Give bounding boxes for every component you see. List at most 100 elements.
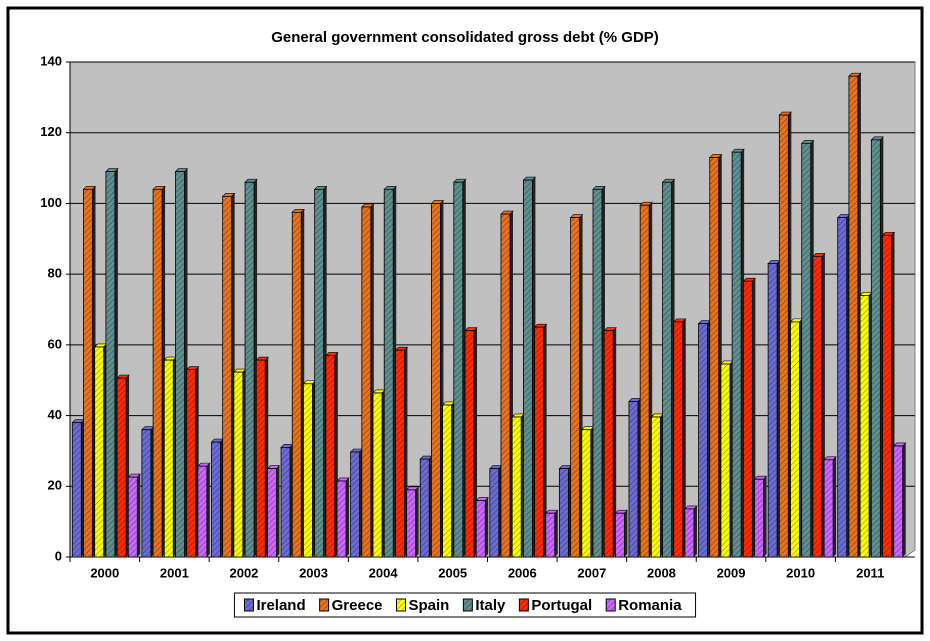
bar-hatch — [592, 189, 602, 558]
x-tick-label: 2001 — [160, 565, 189, 580]
bar-hatch — [117, 378, 127, 557]
bar-hatch — [128, 477, 138, 557]
legend-label: Portugal — [531, 597, 592, 614]
bar-hatch — [175, 171, 185, 557]
bar-hatch — [153, 189, 163, 558]
bar-hatch — [534, 327, 544, 557]
bar-hatch — [604, 330, 614, 557]
bar-hatch — [314, 189, 324, 558]
bar-hatch — [442, 404, 452, 557]
bar-side — [415, 486, 419, 557]
bar-hatch — [790, 321, 800, 557]
bar-side — [276, 465, 280, 557]
bar-hatch — [628, 401, 638, 557]
bar-hatch — [361, 206, 371, 557]
legend-box — [233, 592, 697, 618]
bar-hatch — [768, 263, 778, 557]
bar-hatch — [186, 369, 196, 557]
bar-hatch — [453, 182, 463, 557]
bar-hatch — [465, 330, 475, 557]
x-tick-label: 2003 — [299, 565, 328, 580]
bar-hatch — [893, 445, 903, 557]
bar-side — [543, 324, 547, 557]
y-tick-label: 40 — [48, 407, 62, 422]
bar-hatch — [709, 157, 719, 557]
y-tick-label: 120 — [40, 124, 62, 139]
bar-hatch — [384, 189, 394, 558]
x-tick-label: 2000 — [90, 565, 119, 580]
bar-hatch — [222, 196, 232, 557]
bar-hatch — [141, 429, 151, 557]
bar-hatch — [801, 143, 811, 558]
bar-side — [554, 510, 558, 557]
bar-hatch — [256, 360, 266, 557]
bar-hatch — [720, 363, 730, 557]
bar-hatch — [581, 429, 591, 557]
legend-swatch-hatch — [519, 599, 529, 611]
bar-hatch — [337, 480, 347, 557]
x-tick-label: 2002 — [229, 565, 258, 580]
bar-hatch — [860, 295, 870, 557]
bar-side — [137, 474, 141, 557]
legend-swatch-hatch — [396, 599, 406, 611]
bar-hatch — [489, 468, 499, 557]
bar-hatch — [292, 212, 302, 557]
y-tick-label: 60 — [48, 336, 62, 351]
bar-hatch — [105, 171, 115, 557]
x-tick-label: 2004 — [369, 565, 399, 580]
bar-hatch — [245, 182, 255, 557]
legend-swatch-hatch — [606, 599, 616, 611]
bar-hatch — [197, 466, 207, 557]
bar-hatch — [406, 489, 416, 557]
y-tick-label: 20 — [48, 478, 62, 493]
bar-hatch — [211, 442, 221, 557]
bar-hatch — [72, 422, 82, 557]
bar-hatch — [837, 217, 847, 558]
bar-hatch — [640, 205, 650, 558]
bar-side — [902, 442, 906, 557]
bar-side — [833, 456, 837, 557]
legend-swatch-hatch — [244, 599, 254, 611]
chart-title: General government consolidated gross de… — [271, 29, 659, 46]
x-tick-label: 2007 — [577, 565, 606, 580]
bar-hatch — [812, 256, 822, 557]
legend-label: Italy — [475, 597, 506, 614]
bar-side — [206, 463, 210, 557]
bar-hatch — [267, 468, 277, 557]
bar-hatch — [615, 513, 625, 557]
bar-hatch — [523, 180, 533, 558]
x-tick-label: 2011 — [856, 565, 884, 580]
bar-hatch — [545, 513, 555, 557]
y-tick-label: 0 — [55, 548, 62, 563]
bar-hatch — [662, 182, 672, 557]
legend-label: Ireland — [256, 597, 305, 614]
x-tick-label: 2010 — [786, 565, 815, 580]
bar-hatch — [350, 451, 360, 557]
bar-side — [763, 476, 767, 557]
bar-side — [474, 327, 478, 557]
bar-hatch — [476, 500, 486, 557]
bar-hatch — [824, 459, 834, 557]
bar-hatch — [754, 479, 764, 557]
bar-hatch — [559, 468, 569, 557]
legend-label: Spain — [409, 597, 450, 614]
x-tick-label: 2008 — [647, 565, 676, 580]
bar-hatch — [779, 115, 789, 558]
x-tick-label: 2009 — [717, 565, 746, 580]
y-tick-label: 140 — [40, 53, 62, 68]
bar-side — [682, 318, 686, 557]
bar-side — [613, 327, 617, 557]
legend-swatch-hatch — [463, 599, 473, 611]
bar-hatch — [303, 383, 313, 557]
legend-swatch-hatch — [319, 599, 329, 611]
x-tick-label: 2005 — [438, 565, 467, 580]
bar-hatch — [651, 416, 661, 557]
bar-hatch — [882, 235, 892, 557]
bar-side — [485, 497, 489, 557]
bar-hatch — [420, 459, 430, 557]
bar-side — [693, 505, 697, 557]
bar-hatch — [83, 189, 93, 558]
bar-hatch — [233, 372, 243, 557]
